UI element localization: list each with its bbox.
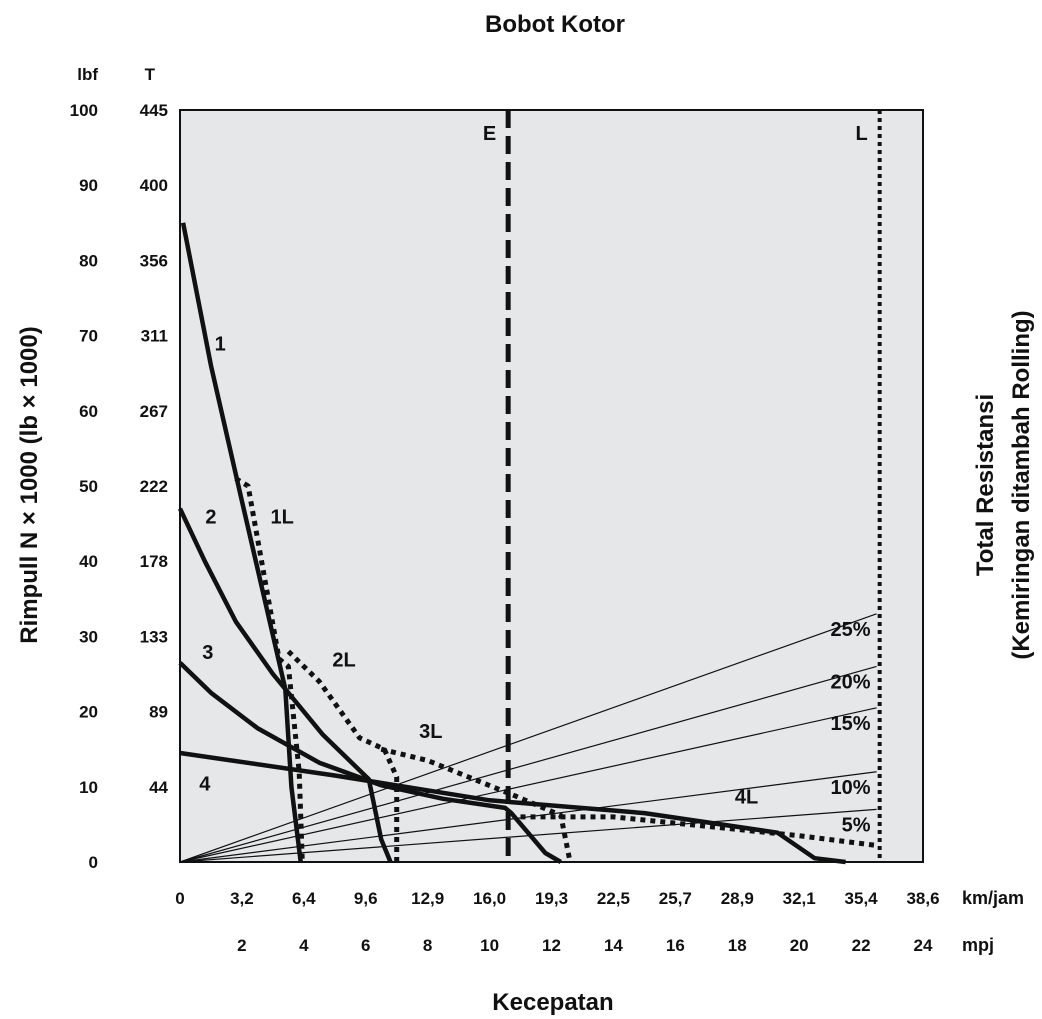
grade-label: 10% — [831, 777, 871, 799]
x-mph-tick-label: 14 — [604, 936, 623, 955]
x-kmh-tick-label: 3,2 — [230, 889, 254, 908]
x-axis: km/jam mpj 0 3,2 6,4 9,6 12,9 16,0 19,3 22,5 25,… — [175, 888, 1024, 955]
x-kmh-tick-label: 9,6 — [354, 889, 378, 908]
series-line-1 — [180, 222, 303, 863]
x-kmh-tick-label: 38,6 — [906, 889, 939, 908]
x-kmh-tick-label: 19,3 — [535, 889, 568, 908]
y-lbf-tick-label: 10 — [79, 778, 98, 797]
x-kmh-tick-label: 35,4 — [845, 889, 879, 908]
y-t-tick-label: 222 — [140, 477, 168, 496]
series-line-2 — [177, 507, 393, 863]
y-lbf-tick-label: 20 — [79, 703, 98, 722]
y-lbf-tick-label: 100 — [70, 101, 98, 120]
grade-label: 20% — [831, 671, 871, 693]
curve-label-1L: 1L — [270, 507, 293, 529]
y-t-tick-label: 89 — [149, 703, 168, 722]
x-mph-tick-label: 18 — [728, 936, 747, 955]
grade-label: 5% — [842, 814, 871, 836]
curve-label-1: 1 — [215, 334, 226, 356]
y-t-header: T — [145, 65, 156, 84]
curve-label-2L: 2L — [332, 649, 355, 671]
series-line-3 — [178, 661, 562, 864]
series-group — [177, 222, 877, 865]
x-kmh-tick-label: 32,1 — [783, 889, 816, 908]
x-kmh-tick-label: 6,4 — [292, 889, 316, 908]
x-mph-tick-label: 2 — [237, 936, 246, 955]
x-mph-unit: mpj — [962, 935, 994, 955]
y2-axis-title-line-1: Total Resistansi — [972, 394, 999, 576]
y-t-tick-label: 267 — [140, 402, 168, 421]
y-lbf-tick-label: 30 — [79, 627, 98, 646]
y-lbf-header: lbf — [77, 65, 98, 84]
x-mph-tick-label: 4 — [299, 936, 309, 955]
x-mph-tick-label: 10 — [480, 936, 499, 955]
curve-label-4: 4 — [199, 774, 211, 796]
y-lbf-tick-label: 40 — [79, 552, 98, 571]
y-t-tick-label: 311 — [141, 327, 168, 346]
curve-labels: 1 1L 2 2L 3 3L 4 4L — [199, 334, 758, 809]
curve-label-3: 3 — [202, 642, 213, 664]
y-lbf-tick-label: 0 — [89, 853, 98, 872]
series-line-3L — [380, 746, 573, 863]
chart-title: Bobot Kotor — [485, 11, 625, 38]
x-kmh-unit: km/jam — [962, 888, 1024, 908]
y-t-tick-label: 178 — [140, 552, 168, 571]
y-axis-left: lbf T 0 10 44 20 89 30 133 40 178 50 222 60 267 70 311… — [70, 65, 169, 872]
x-axis-title: Kecepatan — [492, 989, 613, 1016]
y-axis-title: Rimpull N × 1000 (lb × 1000) — [16, 326, 43, 643]
x-kmh-tick-label: 22,5 — [597, 889, 630, 908]
series-line-4 — [179, 750, 846, 865]
grade-label: 15% — [831, 713, 871, 735]
grade-label: 25% — [831, 619, 871, 641]
y-lbf-tick-label: 60 — [79, 402, 98, 421]
x-mph-tick-label: 24 — [914, 936, 933, 955]
y2-axis-title-line-2: (Kemiringan ditambah Rolling) — [1008, 310, 1035, 659]
curve-label-4L: 4L — [735, 786, 758, 808]
y-t-tick-label: 356 — [140, 251, 168, 270]
y2-axis-title: Total Resistansi (Kemiringan ditambah Ro… — [972, 310, 1035, 659]
x-kmh-tick-label: 16,0 — [473, 889, 506, 908]
y-t-tick-label: 133 — [140, 627, 168, 646]
x-mph-tick-label: 6 — [361, 936, 370, 955]
series-line-1L — [234, 476, 305, 863]
x-kmh-tick-label: 28,9 — [721, 889, 754, 908]
x-kmh-tick-label: 0 — [175, 889, 184, 908]
curve-label-2: 2 — [205, 507, 216, 529]
vline-label-L: L — [855, 123, 867, 145]
y-lbf-tick-label: 80 — [79, 251, 98, 270]
plot-area — [179, 109, 924, 863]
x-mph-tick-label: 22 — [852, 936, 871, 955]
series-line-2L — [286, 649, 400, 862]
y-t-tick-label: 44 — [149, 778, 168, 797]
curve-label-3L: 3L — [419, 721, 442, 743]
x-kmh-tick-label: 25,7 — [659, 889, 692, 908]
y-t-tick-label: 400 — [140, 176, 168, 195]
y-t-tick-label: 445 — [140, 101, 168, 120]
y-lbf-tick-label: 90 — [79, 176, 98, 195]
vline-label-E: E — [483, 123, 496, 145]
x-mph-tick-label: 16 — [666, 936, 685, 955]
x-mph-tick-label: 12 — [542, 936, 561, 955]
grade-line-10pct — [179, 771, 877, 863]
x-mph-tick-label: 8 — [423, 936, 432, 955]
y-lbf-tick-label: 50 — [79, 477, 98, 496]
y-lbf-tick-label: 70 — [79, 327, 98, 346]
x-mph-tick-label: 20 — [790, 936, 809, 955]
x-kmh-tick-label: 12,9 — [411, 889, 444, 908]
